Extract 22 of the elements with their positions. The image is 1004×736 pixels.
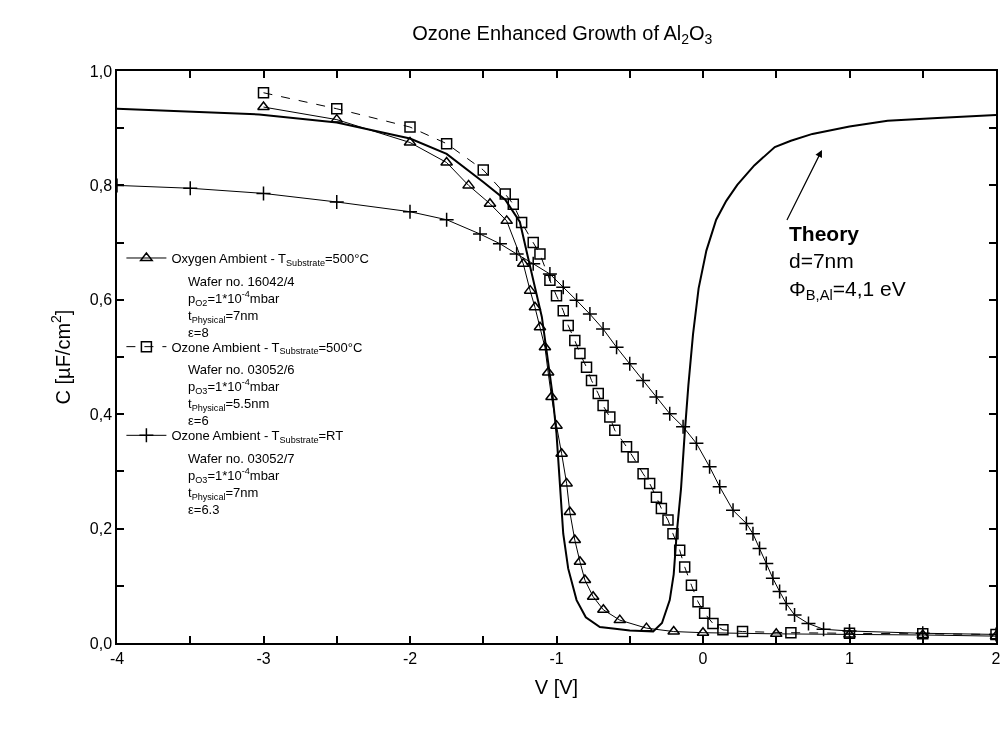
legend-label: Ozone Ambient - T$_{Substrate}$=500°C	[171, 339, 363, 357]
x-axis-title: V [V]	[534, 675, 579, 698]
x-tick-label: 1	[845, 649, 855, 667]
y-tick-label: 1,0	[89, 62, 113, 80]
x-tick-label: 0	[698, 649, 708, 667]
legend-label: Ozone Ambient - T$_{Substrate}$=RT	[171, 428, 344, 446]
chart-title: Ozone Enhanced Growth of Al$_{2}$O$_{3}$	[412, 21, 713, 47]
text: Wafer no. 03052/6 p$_{O3}$=1*10$^{-4}$mbar t$_{Physical}$=5.5nm ε=6	[188, 362, 295, 428]
text: Wafer no. 16042/4 p$_{O2}$=1*10$^{-4}$mbar t$_{Physical}$=7nm ε=8	[188, 274, 295, 340]
x-tick-label: -1	[549, 649, 564, 667]
text: Wafer no. 03052/7 p$_{O3}$=1*10$^{-4}$mbar t$_{Physical}$=7nm ε=6.3	[188, 451, 295, 517]
y-tick-label: 0,0	[89, 634, 113, 652]
y-tick-label: 0,6	[89, 291, 113, 309]
y-tick-label: 0,4	[89, 405, 113, 423]
y-tick-label: 0,2	[89, 520, 113, 538]
y-tick-label: 0,8	[89, 177, 113, 194]
annotation: Theory d=7nm Φ$_{B,Al}$=4,1 eV	[789, 222, 906, 304]
legend-label: Oxygen Ambient - T$_{Substrate}$=500°C	[171, 251, 369, 268]
x-tick-label: -2	[402, 649, 418, 667]
x-tick-label: 2	[991, 649, 1001, 667]
x-tick-label: -3	[256, 649, 271, 667]
x-tick-label: -4	[109, 649, 125, 667]
